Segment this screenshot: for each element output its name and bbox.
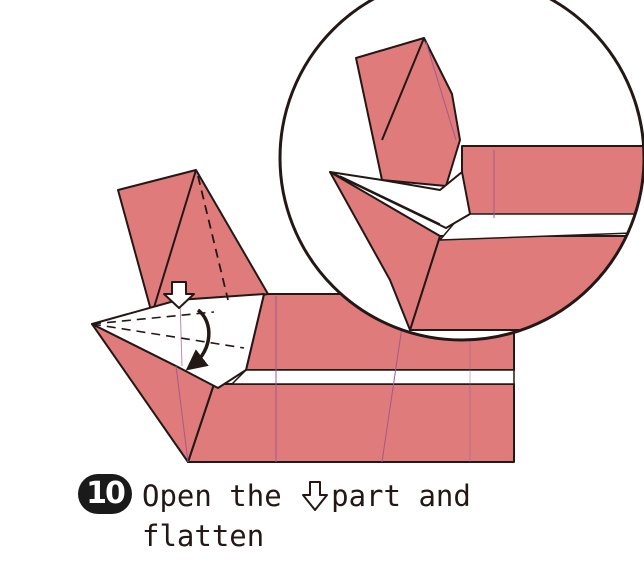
zoom-upper-strip: [461, 145, 644, 221]
lower-strip: [187, 383, 515, 463]
unfold-arrow-icon: [185, 308, 211, 371]
hollow-down-arrow-icon: [302, 481, 329, 511]
push-down-arrow-icon: [163, 281, 195, 309]
instruction-text-after: part and: [331, 479, 471, 513]
flap-fold: [151, 169, 197, 315]
zoom-pocket: [329, 171, 441, 331]
zoom-gap: [439, 213, 644, 241]
main-model: [91, 169, 515, 463]
instruction-line2: flatten: [142, 519, 265, 553]
zoom-white-fold: [329, 171, 471, 229]
zoom-detail: [278, 0, 644, 342]
strip-gap: [231, 369, 515, 385]
vertical-flap: [117, 169, 269, 315]
zoom-lower-strip: [409, 235, 644, 331]
instruction-text: Open the part and flatten: [142, 476, 582, 556]
instruction-text-before: Open the: [142, 479, 300, 513]
step-number-badge: 10: [78, 474, 132, 514]
